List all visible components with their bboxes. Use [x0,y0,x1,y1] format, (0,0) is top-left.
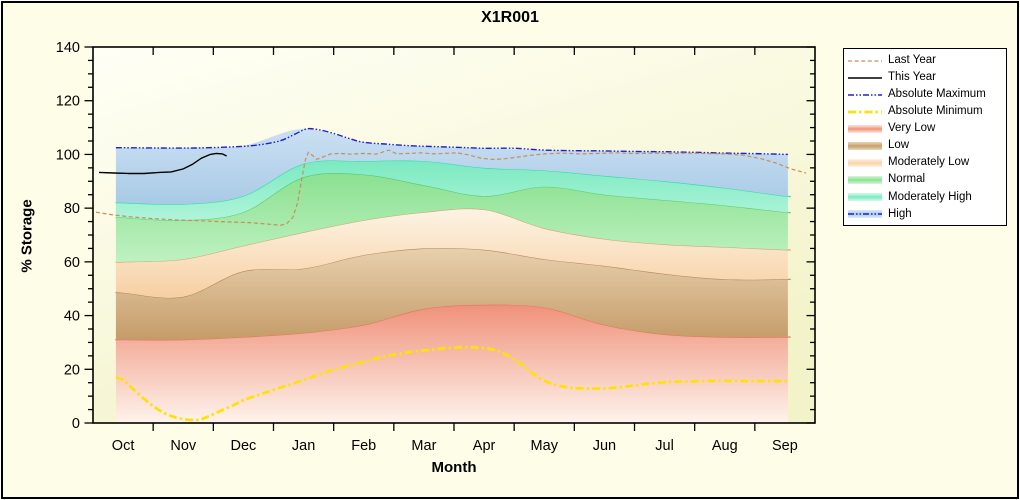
svg-text:Oct: Oct [112,438,135,454]
legend-item-abs_min: Absolute Minimum [844,103,1006,120]
legend-swatch-high-icon [848,210,882,219]
svg-text:Dec: Dec [231,438,257,454]
band-mod_low [115,208,791,298]
svg-text:60: 60 [64,255,80,271]
svg-text:Nov: Nov [170,438,197,454]
line-this_year [98,152,227,175]
svg-text:80: 80 [64,201,80,217]
legend-item-label: Very Low [888,122,936,135]
svg-text:Jan: Jan [292,438,315,454]
band-edge-mod_high [115,159,791,205]
line-last_year [95,149,807,226]
svg-text:100: 100 [56,147,80,163]
svg-text:140: 140 [56,40,80,56]
legend-item-label: This Year [888,70,936,83]
chart-title: X1R001 [481,9,539,26]
legend-item-this_year: This Year [844,69,1006,86]
legend-swatch-this_year-icon [848,76,882,79]
legend-item-label: Low [888,139,910,152]
legend-item-normal: Normal [844,172,1006,189]
svg-text:Apr: Apr [473,438,496,454]
legend-swatch-normal-icon [848,176,882,185]
legend-item-mod_low: Moderately Low [844,155,1006,172]
line-abs_min [115,345,788,422]
axis-tick-labels: 0 20 40 60 80 100 120 140 Oct Nov Dec Jan Feb Mar Apr M… [56,40,798,454]
legend-item-last_year: Last Year [844,52,1006,69]
band-high [115,128,791,205]
legend-item-abs_max: Absolute Maximum [844,86,1006,103]
axis-ticks [84,46,815,431]
svg-text:40: 40 [64,309,80,325]
line-abs_max [115,127,788,156]
legend-item-label: Normal [888,173,926,186]
legend-swatch-low-icon [848,142,882,151]
svg-text:May: May [531,438,559,454]
svg-text:Jul: Jul [655,438,674,454]
svg-text:Feb: Feb [351,438,376,454]
legend-swatch-mod_high-icon [848,193,882,202]
legend-item-very_low: Very Low [844,120,1006,137]
legend-item-label: Moderately Low [888,156,970,169]
legend-item-label: Last Year [888,53,936,66]
svg-text:Aug: Aug [712,438,738,454]
legend-swatch-very_low-icon [848,124,882,133]
legend-swatch-mod_low-icon [848,159,882,168]
legend-item-label: Absolute Minimum [888,105,983,118]
legend-swatch-abs_max-icon [848,94,882,96]
legend-item-low: Low [844,137,1006,154]
legend-item-label: Moderately High [888,190,972,203]
x-axis-title: Month [431,459,477,476]
svg-text:0: 0 [72,416,80,432]
svg-text:20: 20 [64,362,80,378]
legend: Last Year This Year Absolute Maximum Absolu… [843,48,1007,226]
band-mod_high [115,160,791,221]
band-normal [115,173,791,263]
legend-swatch-abs_min-icon [848,110,882,114]
legend-swatch-last_year-icon [848,59,882,62]
legend-item-label: Absolute Maximum [888,87,986,100]
legend-item-high: High [844,206,1006,223]
svg-text:Mar: Mar [411,438,436,454]
legend-item-mod_high: Moderately High [844,189,1006,206]
legend-item-label: High [888,207,912,220]
svg-text:Sep: Sep [772,438,798,454]
svg-text:Jun: Jun [593,438,616,454]
band-very_low [115,304,791,423]
band-low [115,247,791,340]
svg-text:120: 120 [56,94,80,110]
